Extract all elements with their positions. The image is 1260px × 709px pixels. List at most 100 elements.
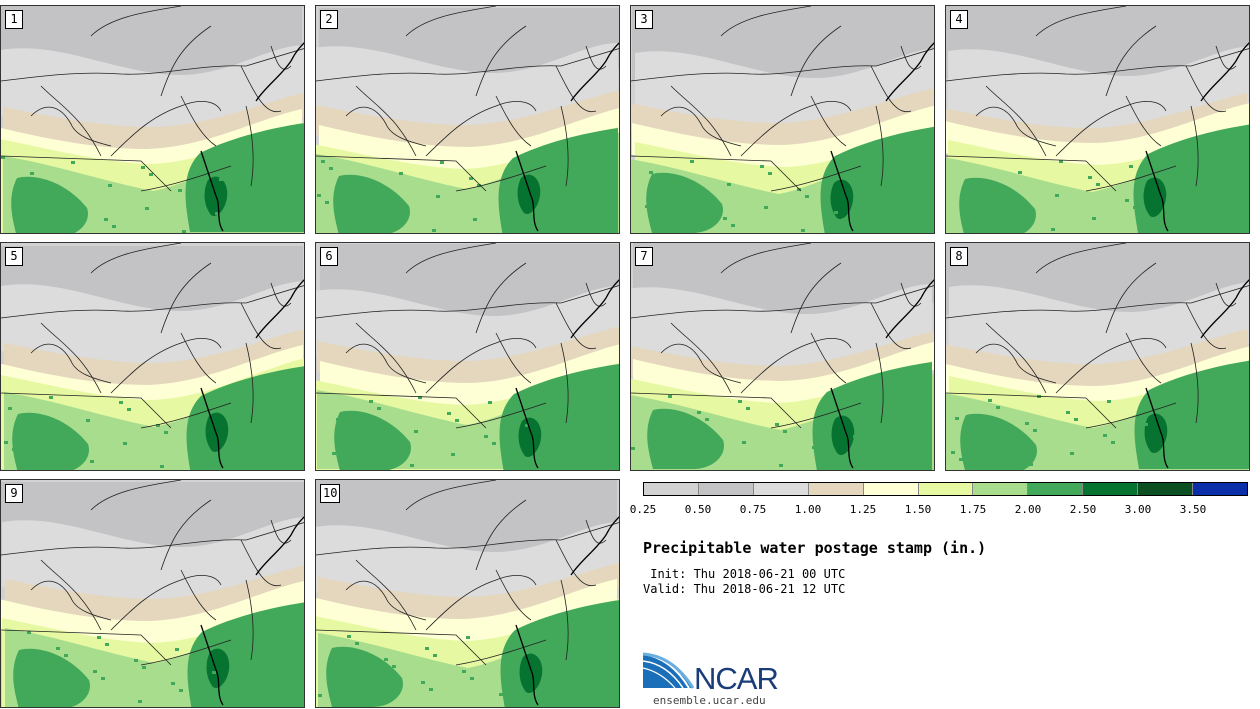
colorbar-segment [753,483,809,495]
pw-speckle [1148,464,1152,467]
boundary-line [355,85,417,157]
colorbar-segment [1138,483,1194,495]
pw-speckle [30,172,34,175]
pw-speckle [208,630,212,633]
pw-speckle [455,419,459,422]
boundary-line [1215,282,1237,307]
pw-speckle [71,161,75,164]
boundary-line [740,101,852,157]
boundary-line [240,539,282,587]
pw-speckle [1214,428,1218,431]
boundary-line [425,338,537,394]
pw-speckle [581,671,585,674]
panel-label: 7 [635,247,653,266]
pw-speckle [267,418,271,421]
colorbar-tick-label: 1.00 [794,503,822,516]
pw-speckle [996,406,1000,409]
pw-speckle [469,177,473,180]
pw-band-075 [1,45,304,136]
colorbar-segment [644,483,699,495]
pw-speckle [178,189,182,192]
boundary-line [110,338,222,394]
pw-map [316,6,619,233]
panel-label: 6 [320,247,338,266]
pw-speckle [377,407,381,410]
boundary-line [355,559,417,631]
boundary-line [1105,262,1157,334]
boundary-line [90,243,182,274]
pw-speckle [8,407,12,410]
boundary-line [495,332,532,384]
boundary-line [405,243,497,274]
boundary-line [316,155,487,192]
pw-speckle [290,683,294,686]
boundary-line [585,519,607,544]
pw-speckle [216,637,220,640]
pw-speckle [981,223,985,226]
pw-band-250 [205,412,229,452]
pw-speckle [104,218,108,221]
boundary-line [720,243,812,274]
boundary-line [245,105,254,187]
pw-band-100 [316,90,619,156]
panel-label: 2 [320,10,338,29]
boundary-line [110,101,222,157]
boundary-line [355,322,417,394]
boundary-line [240,302,282,350]
pw-speckle [238,402,242,405]
pw-speckle [384,658,388,661]
pw-speckle [351,676,355,679]
coastline [830,150,854,232]
pw-speckle [558,406,562,409]
pw-speckle [580,171,584,174]
pw-speckle [321,160,325,163]
pw-speckle [890,458,894,461]
pw-speckle [252,160,256,163]
pw-band-250 [830,179,854,219]
pw-speckle [212,671,216,674]
boundary-line [875,105,884,187]
pw-band-125 [633,341,934,412]
pw-band-100 [631,88,934,154]
pw-band-100 [946,329,1248,395]
pw-speckle [358,183,362,186]
pw-speckle [256,201,260,204]
pw-speckle [588,178,592,181]
colorbar-tick-label: 2.00 [1014,503,1042,516]
pw-speckle [329,167,333,170]
pw-speckle [985,189,989,192]
pw-speckle [275,425,279,428]
pw-speckle [686,194,690,197]
boundary-line [40,322,102,394]
pw-speckle [112,225,116,228]
boundary-line [140,165,232,192]
pw-speckle [1207,177,1211,180]
boundary-line [631,285,934,319]
boundary-line [270,45,292,70]
panel-label: 10 [320,484,341,503]
pw-speckle [959,458,963,461]
boundary-line [90,6,182,37]
pw-speckle [723,217,727,220]
colorbar-segment [808,483,864,495]
boundary-line [810,95,847,147]
pw-speckle [425,647,429,650]
pw-speckle [1166,188,1170,191]
pw-speckle [271,459,275,462]
pw-speckle [764,206,768,209]
boundary-line [1185,65,1227,113]
boundary-line [40,85,102,157]
boundary-line [425,101,537,157]
pw-speckle [657,178,661,181]
pw-speckle [149,173,153,176]
boundary-line [140,639,232,666]
pw-band-250 [518,417,542,457]
pw-speckle [631,447,635,450]
pw-band-200-west [13,648,90,707]
pw-speckle [421,681,425,684]
boundary-line [555,65,597,113]
colorbar-segment [1193,483,1247,495]
coastline [1200,42,1249,102]
pw-speckle [573,664,577,667]
coastline [200,387,224,469]
